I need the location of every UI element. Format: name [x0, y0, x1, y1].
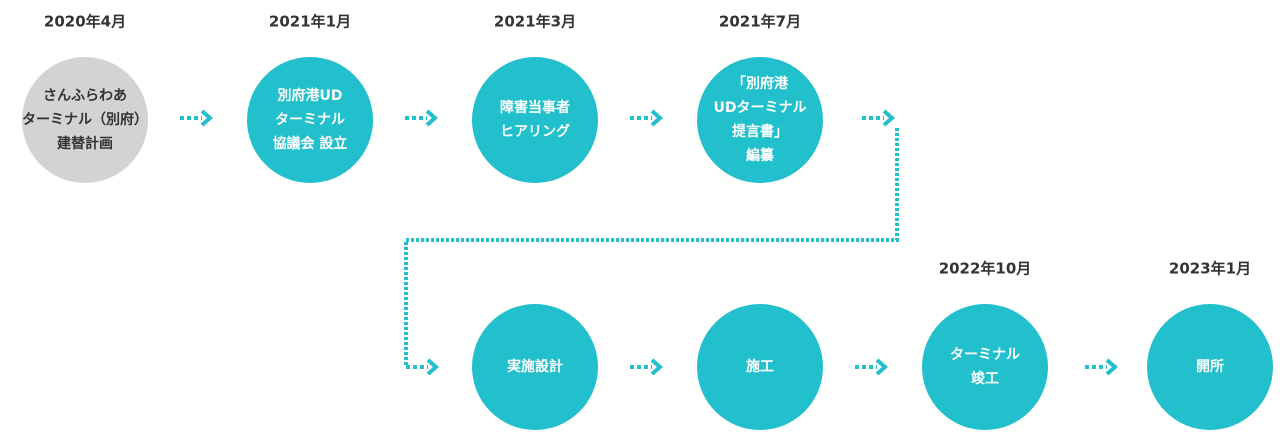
arrow — [862, 109, 896, 127]
step-circle — [1147, 304, 1273, 430]
step-circle — [472, 304, 598, 430]
step-circle — [22, 57, 148, 183]
step-label: 障害当事者 — [500, 99, 570, 116]
step-label: 竣工 — [971, 370, 999, 387]
step-circle — [697, 304, 823, 430]
connector — [404, 128, 899, 366]
step-label: ヒアリング — [500, 123, 570, 140]
step-circle — [472, 57, 598, 183]
step-label: 編纂 — [746, 147, 775, 164]
step-date: 2020年4月 — [44, 13, 126, 31]
step-label: ターミナル — [950, 347, 1020, 363]
step-label: 提言書」 — [732, 123, 788, 140]
step-label: 別府港UD — [277, 87, 343, 104]
arrow — [406, 358, 440, 376]
step-label: 施工 — [746, 358, 774, 375]
step-date: 2023年1月 — [1169, 260, 1251, 278]
step-circle — [922, 304, 1048, 430]
step-label: ターミナル — [275, 112, 345, 128]
arrow — [630, 358, 664, 376]
step-label: 建替計画 — [57, 135, 113, 152]
step-label: 実施設計 — [507, 358, 563, 375]
step-label: 協議会 設立 — [273, 135, 348, 152]
step-circle — [247, 57, 373, 183]
arrow — [855, 358, 889, 376]
step-circle — [697, 57, 823, 183]
step-label: さんふらわあ — [43, 88, 127, 104]
step-label: 開所 — [1196, 358, 1224, 375]
arrow — [1085, 358, 1119, 376]
step-date: 2021年7月 — [719, 13, 801, 31]
step-label: ターミナル（別府） — [22, 111, 148, 128]
step-label: UDターミナル — [714, 100, 807, 116]
step-date: 2021年3月 — [494, 13, 576, 31]
step-label: 「別府港 — [732, 75, 789, 92]
arrow — [630, 109, 664, 127]
arrow — [405, 109, 439, 127]
arrow — [180, 109, 214, 127]
step-date: 2021年1月 — [269, 13, 351, 31]
arrows — [180, 109, 1119, 376]
step-date: 2022年10月 — [939, 260, 1032, 278]
